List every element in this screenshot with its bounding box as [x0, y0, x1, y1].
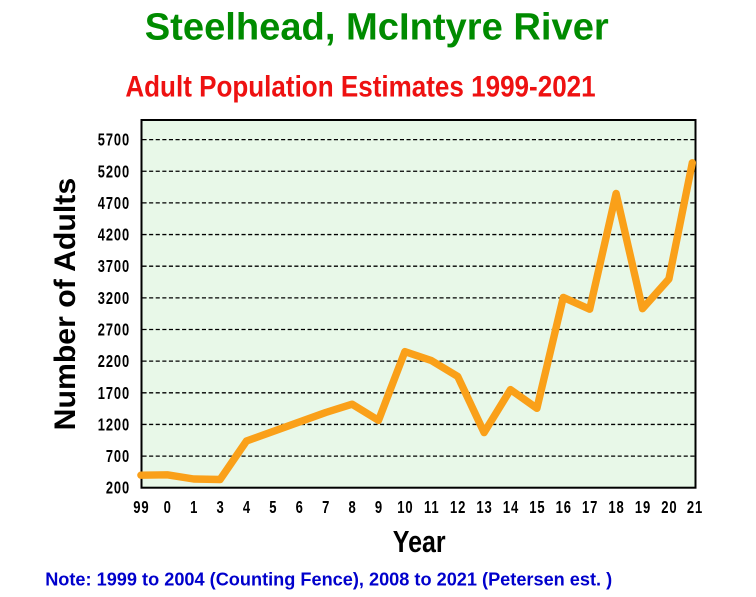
svg-text:5200: 5200: [98, 162, 130, 181]
svg-text:2700: 2700: [98, 321, 130, 340]
svg-text:6: 6: [296, 498, 304, 517]
svg-text:4700: 4700: [98, 194, 130, 213]
svg-text:21: 21: [687, 498, 703, 517]
svg-text:20: 20: [661, 498, 677, 517]
svg-text:2200: 2200: [98, 352, 130, 371]
svg-text:3700: 3700: [98, 257, 130, 276]
svg-text:200: 200: [106, 479, 130, 498]
svg-text:1: 1: [190, 498, 198, 517]
svg-text:4200: 4200: [98, 226, 130, 245]
svg-text:8: 8: [348, 498, 356, 517]
svg-text:14: 14: [503, 498, 519, 517]
svg-text:10: 10: [397, 498, 413, 517]
svg-text:12: 12: [450, 498, 466, 517]
svg-text:18: 18: [608, 498, 624, 517]
svg-text:Year: Year: [393, 526, 446, 559]
svg-text:9: 9: [375, 498, 383, 517]
svg-text:17: 17: [582, 498, 598, 517]
svg-text:11: 11: [424, 498, 440, 517]
svg-text:1200: 1200: [98, 416, 130, 435]
svg-text:Steelhead, McIntyre River: Steelhead, McIntyre River: [145, 6, 609, 48]
svg-text:0: 0: [164, 498, 172, 517]
svg-text:19: 19: [635, 498, 651, 517]
svg-text:15: 15: [529, 498, 545, 517]
svg-text:99: 99: [133, 498, 149, 517]
svg-text:3: 3: [216, 498, 224, 517]
svg-text:3200: 3200: [98, 289, 130, 308]
svg-text:Note: 1999 to 2004 (Counting F: Note: 1999 to 2004 (Counting Fence), 200…: [45, 570, 612, 590]
svg-text:13: 13: [476, 498, 492, 517]
svg-text:Adult Population Estimates 199: Adult Population Estimates 1999-2021: [125, 70, 595, 103]
svg-text:5700: 5700: [98, 131, 130, 150]
svg-text:1700: 1700: [98, 384, 130, 403]
svg-text:4: 4: [243, 498, 251, 517]
svg-text:16: 16: [556, 498, 572, 517]
svg-text:7: 7: [322, 498, 330, 517]
svg-text:5: 5: [269, 498, 277, 517]
svg-text:700: 700: [106, 447, 130, 466]
svg-text:Number of Adults: Number of Adults: [49, 178, 82, 431]
